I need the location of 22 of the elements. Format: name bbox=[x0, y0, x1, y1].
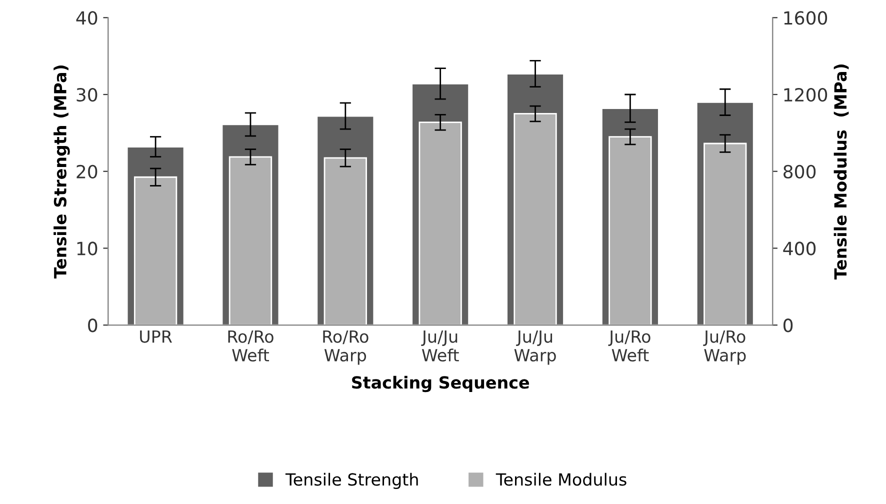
y2-tick-label: 1200 bbox=[784, 88, 828, 102]
x-tick-label: UPR bbox=[140, 330, 172, 343]
y-tick-label: 10 bbox=[77, 242, 98, 256]
y2-tick-label: 1600 bbox=[784, 11, 828, 25]
legend-label: Tensile Modulus bbox=[496, 472, 626, 486]
x-tick-label: Ro/Ro Weft bbox=[228, 330, 274, 362]
x-tick-label: Ju/Ju Weft bbox=[421, 330, 459, 362]
y-axis-title: Tensile Strength (MPa) bbox=[54, 66, 70, 279]
y2-tick-label: 400 bbox=[783, 242, 816, 256]
y-tick-label: 0 bbox=[88, 318, 98, 332]
y-tick-label: 40 bbox=[76, 11, 98, 25]
x-axis-title: Stacking Sequence bbox=[352, 376, 530, 392]
x-tick-label: Ju/Ro Weft bbox=[608, 330, 650, 362]
x-tick-label: Ju/Ju Warp bbox=[514, 330, 556, 365]
y2-axis-title: Tensile Modulus (MPa) bbox=[834, 64, 849, 280]
y2-tick-label: 0 bbox=[784, 318, 793, 332]
x-tick-label: Ro/Ro Warp bbox=[323, 330, 368, 365]
y2-tick-label: 800 bbox=[784, 164, 816, 178]
legend-label: Tensile Strength bbox=[285, 472, 418, 489]
x-tick-label: Ju/Ro Warp bbox=[703, 330, 746, 365]
y-tick-label: 20 bbox=[76, 164, 98, 178]
y-tick-label: 30 bbox=[76, 88, 98, 102]
